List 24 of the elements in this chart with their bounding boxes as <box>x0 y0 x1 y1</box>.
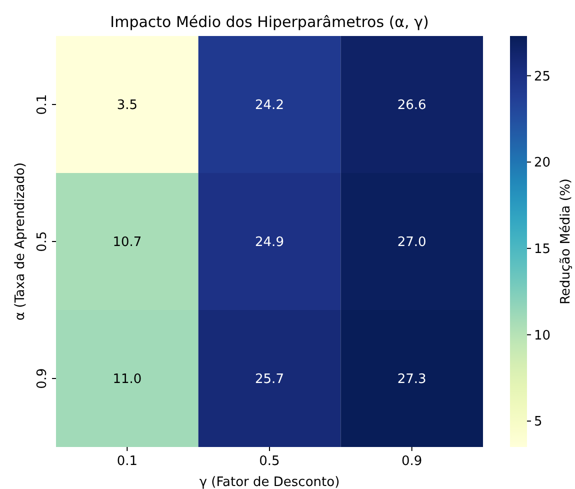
x-tick-label: 0.1 <box>116 454 138 469</box>
data-label: 25.7 <box>255 372 284 388</box>
y-tick-label: 0.9 <box>35 368 50 389</box>
data-label: 11.0 <box>112 372 142 388</box>
y-axis-title: α (Taxa de Aprendizado) <box>13 162 28 321</box>
data-label: 10.7 <box>112 235 142 250</box>
x-tick-label: 0.9 <box>401 454 422 469</box>
data-label: 26.6 <box>397 98 426 114</box>
chart-title: Impacto Médio dos Hiperparâmetros (α, γ) <box>110 13 429 31</box>
data-label: 24.9 <box>255 235 284 250</box>
data-label: 27.3 <box>397 372 426 388</box>
x-axis-title: γ (Fator de Desconto) <box>199 475 340 489</box>
data-label: 24.2 <box>255 98 284 114</box>
x-tick-label: 0.5 <box>259 454 280 469</box>
color-bar-title: Redução Média (%) <box>558 178 574 304</box>
color-bar-label: 10 <box>534 328 551 344</box>
color-bar-label: 25 <box>534 69 551 84</box>
y-tick-label: 0.1 <box>35 94 50 115</box>
y-tick-label: 0.5 <box>35 231 50 252</box>
color-bar-label: 15 <box>534 242 551 257</box>
color-bar-label: 20 <box>534 156 551 171</box>
color-bar-label: 5 <box>534 414 542 430</box>
data-label: 27.0 <box>397 235 426 250</box>
data-label: 3.5 <box>116 98 138 114</box>
